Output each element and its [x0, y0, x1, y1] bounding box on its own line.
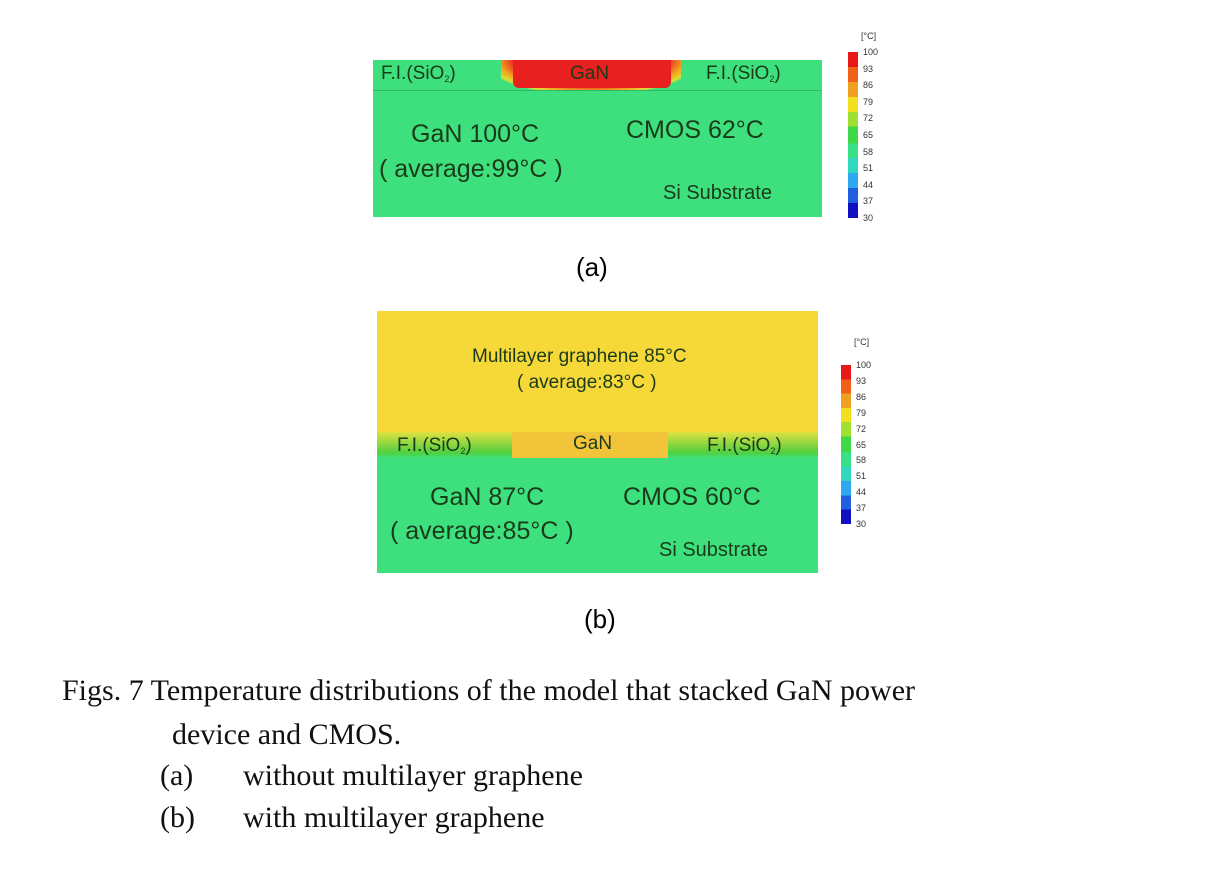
caption-item-b-tag: (b) — [160, 801, 195, 834]
colorbar-tick: 100 — [863, 47, 879, 57]
colorbar-tick: 37 — [856, 503, 867, 514]
colorbar-tick: 30 — [863, 213, 874, 223]
colorbar-tick: 65 — [863, 130, 874, 140]
graphene-temperature: Multilayer graphene 85°C — [472, 346, 687, 367]
colorbar-tick: 44 — [863, 179, 874, 190]
colorbar-tick: 58 — [863, 146, 874, 157]
gan-temperature: GaN 100°C — [411, 120, 540, 148]
caption-line-2: device and CMOS. — [172, 718, 402, 751]
colorbar-tick: 30 — [856, 519, 867, 529]
caption-item-a-text: without multilayer graphene — [243, 759, 583, 792]
colorbar-tick: 79 — [856, 407, 867, 418]
gan-layer-label: GaN — [570, 63, 610, 84]
fi-sio2-right-label: F.I.(SiO2) — [706, 63, 781, 84]
colorbar-tick: 72 — [856, 423, 867, 434]
colorbar-b — [841, 365, 851, 524]
fi-sio2-right-label: F.I.(SiO2) — [707, 435, 782, 456]
caption-line-1: Figs. 7 Temperature distributions of the… — [62, 674, 915, 707]
colorbar-tick: 93 — [856, 375, 867, 386]
cmos-temperature: CMOS 62°C — [626, 116, 764, 144]
colorbar-tick: 100 — [856, 360, 872, 370]
caption-item-a-tag: (a) — [160, 759, 194, 792]
colorbar-unit: [°C] — [854, 337, 870, 347]
panel-a-label: (a) — [576, 252, 608, 282]
graphene-average: ( average:83°C ) — [517, 372, 657, 393]
panel-a-gan-core — [513, 60, 671, 88]
substrate-label: Si Substrate — [659, 539, 768, 561]
colorbar-tick: 65 — [856, 439, 867, 450]
colorbar-tick: 37 — [863, 196, 874, 207]
colorbar-tick: 79 — [863, 96, 874, 107]
caption-item-b-text: with multilayer graphene — [243, 801, 545, 834]
colorbar-a — [848, 52, 858, 218]
colorbar-tick: 51 — [863, 163, 874, 174]
gan-average: ( average:99°C ) — [379, 155, 563, 183]
colorbar-tick: 86 — [856, 391, 867, 402]
fi-sio2-left-label: F.I.(SiO2) — [381, 63, 456, 84]
panel-b-gan-layer — [512, 432, 668, 458]
cmos-temperature: CMOS 60°C — [623, 483, 761, 511]
gan-layer-label: GaN — [573, 433, 613, 454]
panel-a-model: F.I.(SiO2) GaN F.I.(SiO2) GaN 100°C ( av… — [373, 60, 822, 217]
colorbar-tick: 51 — [856, 471, 867, 482]
colorbar-tick: 58 — [856, 455, 867, 466]
colorbar-tick: 72 — [863, 113, 874, 124]
substrate-label: Si Substrate — [663, 182, 772, 204]
panel-b-label: (b) — [584, 604, 616, 634]
panel-b-model: Multilayer graphene 85°C ( average:83°C … — [377, 311, 818, 573]
graphene-layer — [377, 311, 818, 435]
gan-average: ( average:85°C ) — [390, 517, 574, 545]
colorbar-unit: [°C] — [861, 31, 877, 41]
fi-sio2-left-label: F.I.(SiO2) — [397, 435, 472, 456]
colorbar-tick: 44 — [856, 487, 867, 498]
colorbar-tick: 93 — [863, 63, 874, 74]
colorbar-tick: 86 — [863, 80, 874, 91]
layer-divider — [373, 90, 822, 91]
gan-temperature: GaN 87°C — [430, 483, 545, 511]
